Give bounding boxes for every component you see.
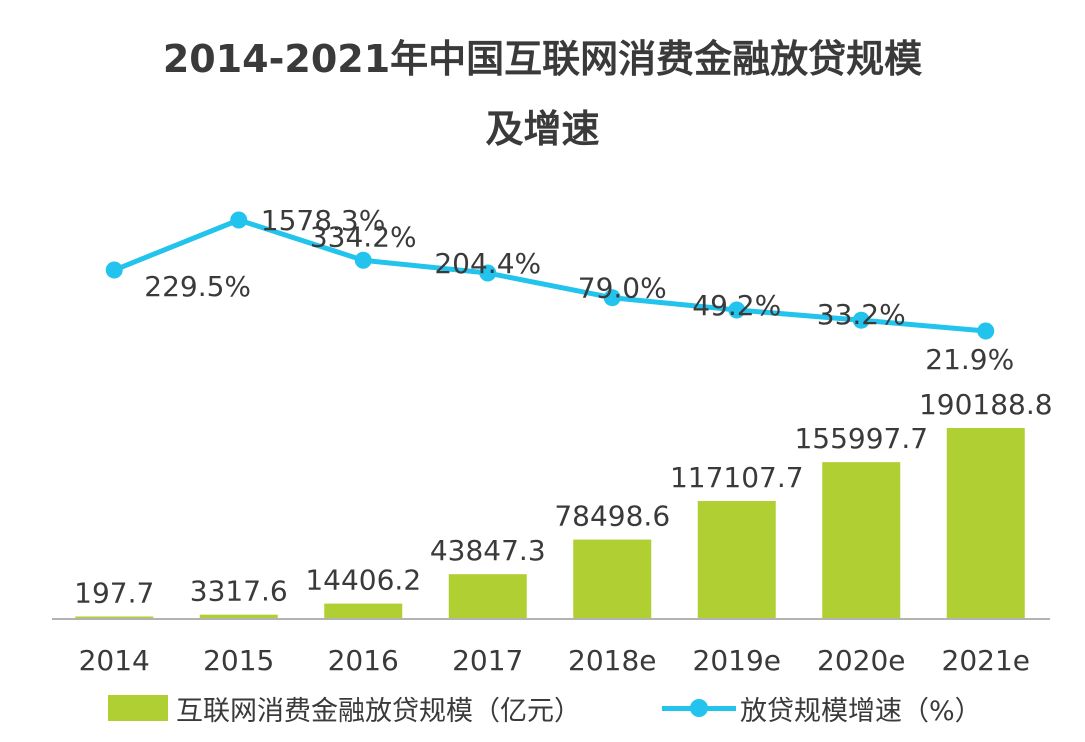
x-tick-label: 2014 bbox=[79, 644, 150, 677]
chart-title-line-1: 2014-2021年中国互联网消费金融放贷规模 bbox=[162, 37, 923, 81]
x-tick-label: 2018e bbox=[568, 644, 656, 677]
x-tick-label: 2015 bbox=[203, 644, 274, 677]
growth-value-label: 79.0% bbox=[578, 272, 667, 305]
bar bbox=[946, 428, 1025, 618]
bar bbox=[324, 603, 403, 618]
bar bbox=[448, 574, 527, 618]
growth-point bbox=[977, 322, 995, 340]
bar-value-label: 190188.8 bbox=[919, 388, 1053, 421]
bar bbox=[199, 614, 278, 618]
growth-value-label: 229.5% bbox=[144, 270, 251, 303]
growth-point bbox=[354, 251, 372, 269]
bar-value-label: 155997.7 bbox=[794, 422, 928, 455]
growth-point bbox=[728, 301, 746, 319]
bar bbox=[822, 462, 901, 618]
growth-point bbox=[603, 289, 621, 307]
chart-title-line-2: 及增速 bbox=[485, 107, 600, 151]
bar-value-label: 43847.3 bbox=[430, 534, 546, 567]
x-tick-label: 2019e bbox=[693, 644, 781, 677]
x-tick-label: 2017 bbox=[452, 644, 523, 677]
bar bbox=[573, 539, 652, 618]
growth-point bbox=[479, 264, 497, 282]
growth-value-label: 33.2% bbox=[817, 298, 906, 331]
growth-point bbox=[230, 211, 248, 229]
growth-value-label: 49.2% bbox=[692, 289, 781, 322]
growth-value-label: 334.2% bbox=[310, 220, 417, 253]
legend-item-growth: 放贷规模增速（%） bbox=[662, 688, 982, 728]
growth-point bbox=[105, 261, 123, 279]
growth-value-label: 21.9% bbox=[925, 343, 1014, 376]
bar-value-label: 14406.2 bbox=[305, 564, 421, 597]
bar-value-label: 117107.7 bbox=[670, 461, 804, 494]
bar-value-label: 78498.6 bbox=[554, 500, 670, 533]
growth-value-label: 1578.3% bbox=[261, 204, 386, 237]
growth-value-label: 204.4% bbox=[434, 247, 541, 280]
legend-item-volume: 互联网消费金融放贷规模（亿元） bbox=[108, 688, 581, 728]
bar bbox=[75, 616, 154, 618]
legend-swatch-line bbox=[662, 695, 736, 721]
legend-label-growth: 放贷规模增速（%） bbox=[740, 695, 982, 727]
legend-label-volume: 互联网消费金融放贷规模（亿元） bbox=[176, 695, 581, 727]
x-tick-label: 2016 bbox=[328, 644, 399, 677]
x-tick-label: 2021e bbox=[942, 644, 1030, 677]
growth-line bbox=[111, 217, 989, 334]
x-tick-label: 2020e bbox=[817, 644, 905, 677]
bar-value-label: 3317.6 bbox=[190, 575, 288, 608]
legend-swatch-bar bbox=[108, 695, 168, 721]
growth-point bbox=[852, 311, 870, 329]
bar-value-label: 197.7 bbox=[74, 577, 154, 610]
bar bbox=[697, 501, 776, 618]
